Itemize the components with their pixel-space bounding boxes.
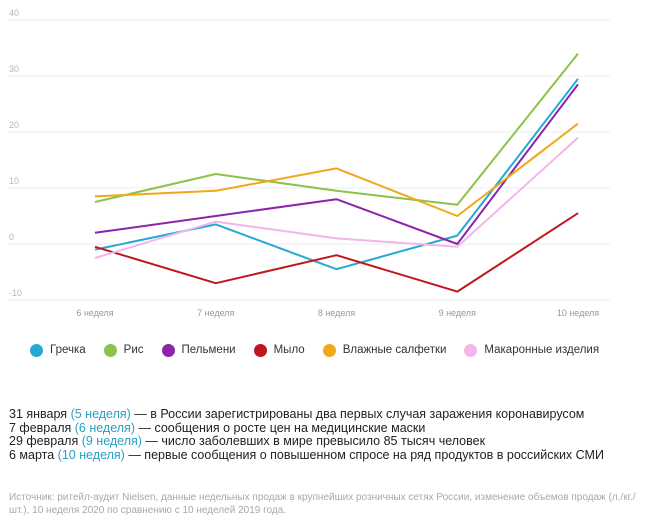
x-axis-ticks: 6 неделя 7 неделя 8 неделя 9 неделя 10 недел… — [76, 308, 599, 318]
series-line-3 — [94, 212, 579, 293]
y-tick-label: 40 — [9, 8, 19, 18]
x-tick-label: 8 неделя — [318, 308, 355, 318]
legend-item-grechka[interactable]: Гречка — [30, 343, 86, 357]
note-week: (6 неделя) — [74, 420, 135, 435]
series-lines — [94, 52, 579, 293]
legend-item-pelmeni[interactable]: Пельмени — [161, 343, 236, 357]
note-date: 31 января — [9, 407, 68, 421]
legend-swatch — [161, 343, 175, 357]
legend-swatch — [30, 343, 43, 357]
series-line-5 — [94, 136, 579, 259]
grid — [8, 19, 610, 301]
note-week: (5 неделя) — [70, 407, 131, 421]
note-line: 6 марта (10 неделя) — первые сообщения о… — [9, 447, 644, 463]
y-tick-label: 0 — [9, 232, 14, 242]
x-tick-label: 7 неделя — [197, 308, 234, 318]
series-line-1 — [94, 52, 579, 206]
note-line: 29 февраля (9 неделя) — число заболевших… — [9, 434, 644, 449]
legend: Гречка Рис Пельмени Мыло Влажные салфетк… — [30, 338, 640, 362]
note-text: — сообщения о росте цен на медицинские м… — [135, 420, 426, 435]
legend-label: Гречка — [50, 344, 86, 356]
y-tick-label: -10 — [9, 288, 22, 298]
legend-item-ris[interactable]: Рис — [103, 343, 144, 357]
legend-item-makarony[interactable]: Макаронные изделия — [464, 343, 600, 357]
note-text: — число заболевших в мире превысило 85 т… — [141, 434, 486, 449]
legend-label: Макаронные изделия — [484, 344, 600, 356]
line-chart: 40 30 20 10 0 -10 6 неделя 7 неделя 8 неделя 9 н… — [8, 8, 610, 318]
legend-item-mylo[interactable]: Мыло — [253, 343, 305, 357]
x-tick-label: 6 неделя — [76, 308, 113, 318]
legend-label: Рис — [123, 344, 144, 356]
timeline-notes: 31 января (5 неделя) — в России зарегист… — [9, 407, 644, 463]
note-text: — первые сообщения о повышенном спросе н… — [124, 447, 604, 462]
legend-label: Влажные салфетки — [342, 344, 447, 356]
legend-swatch — [322, 343, 336, 357]
x-tick-label: 9 неделя — [439, 308, 476, 318]
note-date: 29 февраля — [9, 434, 79, 449]
note-week: (10 неделя) — [57, 447, 125, 462]
legend-swatch — [253, 343, 267, 357]
source-note: Источник: ритейл-аудит Nielsen, данные н… — [9, 492, 636, 516]
note-date: 7 февраля — [9, 420, 72, 435]
y-axis-ticks: 40 30 20 10 0 -10 — [9, 8, 22, 298]
note-line: 7 февраля (6 неделя) — сообщения о росте… — [9, 420, 644, 436]
note-text: — в России зарегистрированы два первых с… — [130, 407, 585, 421]
series-line-4 — [94, 122, 579, 217]
note-date: 6 марта — [9, 447, 55, 462]
legend-swatch — [464, 343, 478, 357]
note-line: 31 января (5 неделя) — в России зарегист… — [9, 407, 644, 422]
legend-label: Пельмени — [181, 344, 236, 356]
note-week: (9 неделя) — [81, 434, 142, 449]
legend-item-salfetki[interactable]: Влажные салфетки — [322, 343, 447, 357]
series-line-0 — [94, 78, 579, 271]
y-tick-label: 30 — [9, 64, 19, 74]
y-tick-label: 10 — [9, 176, 19, 186]
y-tick-label: 20 — [9, 120, 19, 130]
x-tick-label: 10 неделя — [557, 308, 599, 318]
legend-swatch — [103, 343, 117, 357]
series-line-2 — [94, 83, 579, 245]
legend-label: Мыло — [273, 344, 305, 356]
